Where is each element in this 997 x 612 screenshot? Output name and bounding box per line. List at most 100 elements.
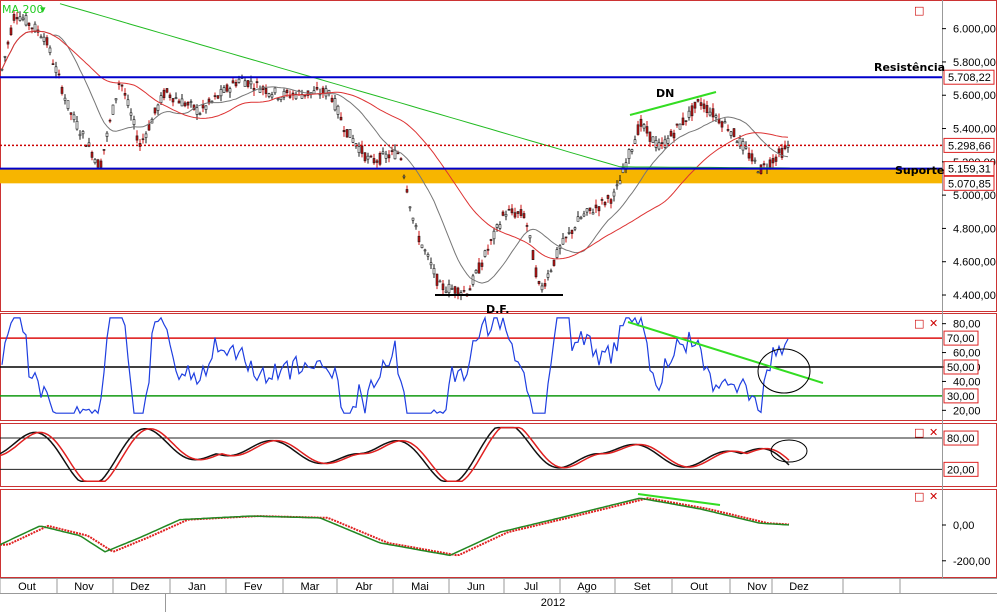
candle-body	[696, 99, 700, 102]
candle-body	[594, 204, 598, 209]
month-label: Jan	[188, 581, 206, 593]
price-tick-label: 5.400,00	[953, 124, 996, 136]
maximize-icon[interactable]: □	[914, 4, 924, 17]
candle-body	[561, 238, 565, 245]
rsi-trend-line	[627, 321, 824, 384]
maximize-icon[interactable]: □	[914, 490, 924, 503]
maximize-icon[interactable]: □	[914, 426, 924, 439]
candle-body	[390, 150, 394, 152]
dn-annotation: DN	[656, 87, 674, 100]
candle-body	[123, 93, 127, 96]
month-label: Dez	[789, 581, 809, 593]
candle-body	[546, 273, 550, 278]
candle-body	[231, 80, 235, 84]
candle-body	[726, 129, 730, 131]
rsi-level-box	[943, 330, 979, 346]
candle-body	[405, 189, 409, 193]
close-icon[interactable]: ✕	[929, 490, 938, 503]
rsi-series	[1, 315, 824, 415]
candle-body	[741, 141, 745, 151]
candle-body	[579, 216, 583, 220]
candle-body	[144, 133, 148, 138]
candle-body	[519, 209, 523, 216]
candle-body	[234, 82, 238, 87]
candle-body	[90, 151, 94, 158]
close-icon[interactable]: ✕	[929, 426, 938, 439]
rsi-panel: 80,00 60,00 50,00 40,00 20,00 70,00 50,00 30,0…	[0, 315, 981, 417]
candle-body	[366, 155, 370, 160]
candle-body	[315, 87, 319, 90]
candle-body	[78, 133, 82, 137]
candle-body	[225, 84, 229, 92]
candle-body	[450, 288, 454, 290]
short-moving-average-line	[1, 30, 789, 284]
candle-body	[117, 83, 121, 86]
rsi-level-value: 70,00	[947, 333, 975, 345]
ma-legend-label[interactable]: MA 200	[2, 3, 44, 16]
candle-body	[615, 184, 619, 187]
stochastic-level-boxes: 80,00 20,00	[943, 430, 979, 477]
candle-body	[774, 156, 778, 162]
price-level-boxes: 5.708,22 5.298,66 5.159,31 5.070,85	[943, 69, 995, 191]
candle-body	[255, 81, 259, 84]
candle-body	[198, 113, 202, 115]
horizontal-levels	[0, 76, 942, 170]
candle-body	[708, 111, 712, 116]
candle-body	[135, 135, 139, 141]
candle-body	[102, 149, 106, 151]
candle-body	[582, 213, 586, 217]
candle-body	[756, 171, 760, 174]
candle-body	[252, 87, 256, 91]
rsi-tick-label: 20,00	[953, 405, 981, 417]
candle-body	[18, 16, 22, 21]
oscillator-tick-label: 0,00	[953, 520, 974, 532]
candle-body	[771, 158, 775, 164]
candle-body	[699, 102, 703, 106]
candle-body	[114, 98, 118, 101]
candle-body	[588, 207, 592, 211]
candle-body	[27, 22, 31, 26]
candle-body	[237, 78, 241, 83]
candle-body	[732, 128, 736, 137]
candle-body	[384, 153, 388, 159]
candle-body	[348, 129, 352, 138]
candle-body	[171, 98, 175, 103]
candle-body	[408, 206, 412, 209]
candle-body	[525, 225, 529, 227]
candle-body	[762, 163, 766, 166]
candle-body	[687, 110, 691, 118]
maximize-icon[interactable]: □	[914, 317, 924, 330]
support-label: Suporte	[895, 164, 944, 177]
candle-body	[228, 88, 232, 93]
candle-body	[258, 88, 262, 93]
candle-body	[54, 66, 58, 73]
month-label: Jun	[467, 581, 485, 593]
candle-body	[21, 17, 25, 20]
candle-body	[474, 270, 478, 274]
candle-body	[636, 124, 640, 135]
candle-body	[666, 137, 670, 144]
stochastic-level-value: 20,00	[947, 464, 975, 476]
candle-body	[675, 123, 679, 126]
candle-body	[663, 139, 667, 148]
candle-body	[132, 119, 136, 125]
month-label: Nov	[747, 581, 767, 593]
candle-body	[714, 115, 718, 118]
price-panel: 6.000,005.800,005.600,005.400,005.200,00…	[0, 3, 996, 316]
chevron-down-icon[interactable]: ▾	[40, 3, 46, 16]
candle-body	[393, 149, 397, 160]
candle-body	[66, 100, 70, 109]
month-label: Set	[634, 581, 651, 593]
close-icon[interactable]: ✕	[929, 317, 938, 330]
candle-body	[210, 100, 214, 103]
candle-body	[543, 283, 547, 287]
candle-body	[768, 159, 772, 168]
candle-body	[735, 141, 739, 144]
candle-body	[60, 86, 64, 94]
candle-body	[3, 56, 7, 58]
stochastic-level-box	[943, 430, 979, 446]
candle-body	[420, 244, 424, 248]
candle-body	[363, 152, 367, 162]
candle-body	[336, 105, 340, 115]
